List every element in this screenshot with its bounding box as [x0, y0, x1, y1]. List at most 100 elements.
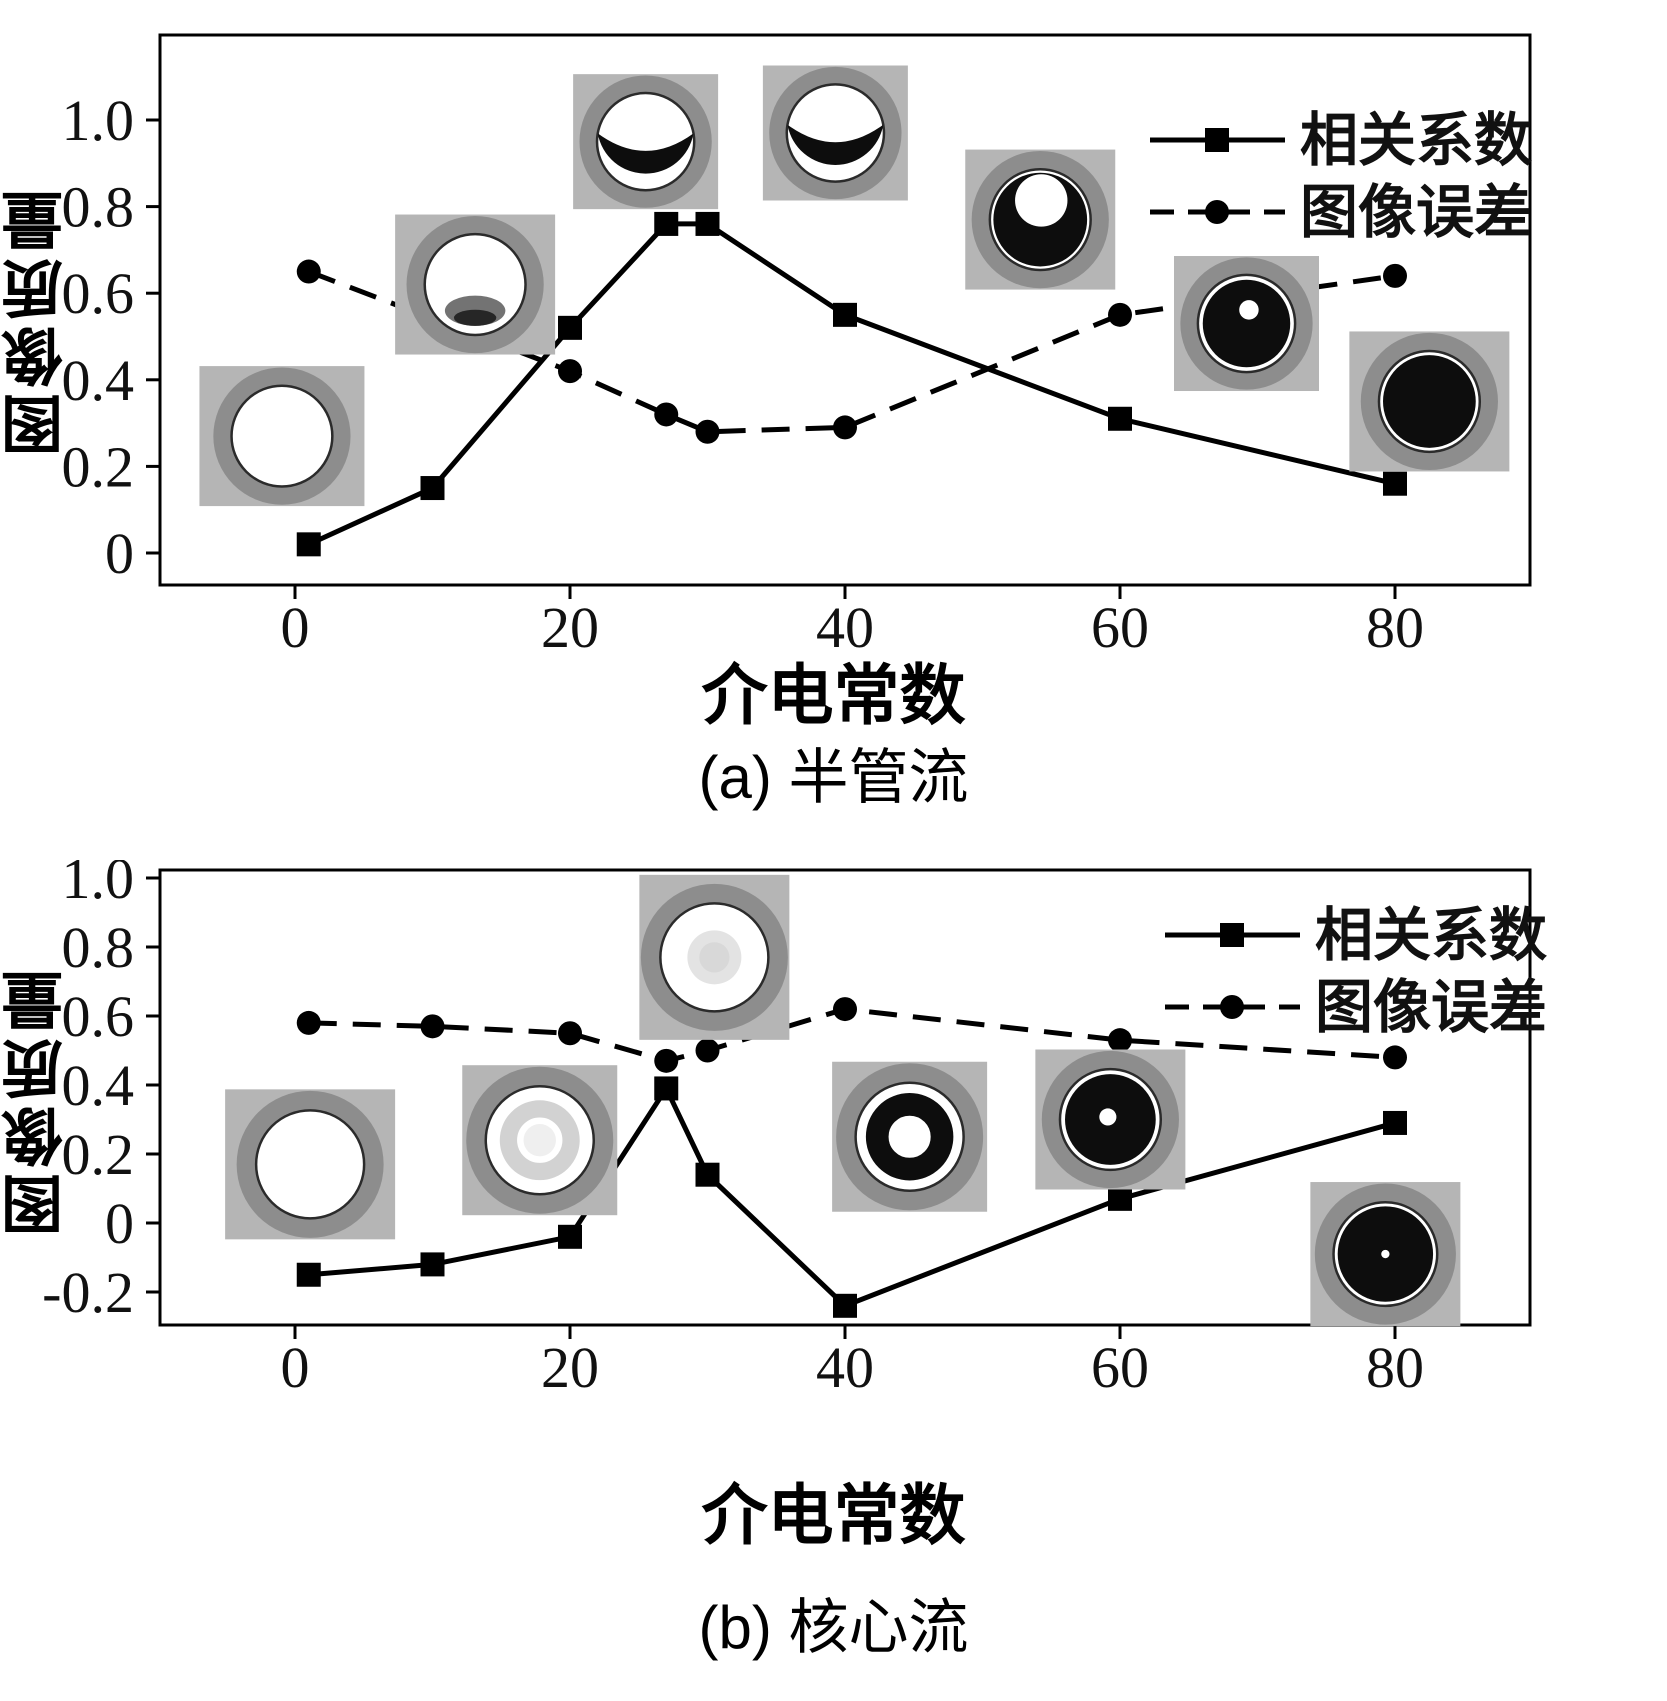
x-tick-label: 40 [816, 595, 874, 655]
legend-item: 图像误差 [1165, 975, 1547, 1040]
circle-marker [1383, 1045, 1407, 1070]
series-correlation-coefficient [296, 211, 1407, 557]
legend-label: 相关系数 [1300, 108, 1532, 173]
inset-image-full-dark [1349, 331, 1510, 472]
circle-marker [833, 415, 857, 440]
y-tick-label: 0.8 [62, 915, 135, 980]
x-tick-label: 60 [1091, 595, 1149, 655]
legend-square-marker [1220, 923, 1244, 947]
chart-a: 图像质量 0 20 40 60 80 0 0.2 0.4 0.6 0.8 1.0 相关系数图像误差 介… [0, 0, 1667, 820]
square-marker [695, 1162, 720, 1187]
inset-image-bottom-half [573, 74, 719, 210]
y-tick-label: 0.2 [62, 434, 135, 499]
circle-marker [695, 1038, 720, 1063]
square-marker [833, 1293, 857, 1318]
square-marker [558, 1224, 582, 1249]
x-axis-label-b: 介电常数 [701, 1478, 966, 1552]
x-tick-label: 80 [1366, 595, 1424, 655]
legend-circle-marker [1205, 200, 1229, 224]
x-axis: 0 20 40 60 80 [281, 1325, 1424, 1400]
y-tick-label: 0 [105, 521, 134, 586]
inset-image-bottom-blob [395, 214, 556, 355]
inset-image-dark-top-bubble [965, 149, 1116, 290]
series-image-error [296, 259, 1407, 444]
circle-marker [654, 402, 679, 427]
square-marker [654, 1076, 679, 1101]
y-tick-label: 0.4 [62, 1053, 135, 1118]
inset-image-bottom-half [762, 65, 908, 201]
square-marker [558, 315, 582, 340]
y-tick-label: 1.0 [62, 860, 135, 911]
circle-marker [1108, 302, 1132, 327]
x-tick-label: 0 [281, 595, 310, 655]
x-axis-label-a: 介电常数 [701, 658, 966, 732]
x-tick-label: 60 [1091, 1335, 1149, 1400]
legend-item: 相关系数 [1165, 903, 1547, 968]
y-tick-label: 1.0 [62, 88, 135, 153]
chart-b: 图像质量 0 20 40 60 80 -0.2 0 0.2 0.4 0.6 0.8 1.0 相关系数 图像… [0, 860, 1667, 1670]
square-marker [833, 302, 857, 327]
x-tick-label: 80 [1366, 1335, 1424, 1400]
caption-b: (b) 核心流 [698, 1594, 969, 1661]
x-tick-label: 20 [541, 1335, 599, 1400]
inset-image-ghost-ring [462, 1065, 618, 1216]
inset-image-empty-pipe [199, 366, 365, 507]
x-tick-label: 0 [281, 1335, 310, 1400]
y-axis-label-b: 图像质量 [4, 964, 73, 1236]
caption-a: (a) 半管流 [698, 744, 969, 811]
y-tick-label: 0.6 [62, 261, 135, 326]
inset-image-dark-center-dot [1035, 1049, 1186, 1190]
inset-image-empty-pipe [225, 1089, 396, 1240]
x-axis: 0 20 40 60 80 [281, 585, 1424, 655]
circle-marker [1108, 1028, 1132, 1053]
x-tick-label: 20 [541, 595, 599, 655]
y-tick-label: 0.8 [62, 175, 135, 240]
legend-square-marker [1205, 128, 1229, 152]
circle-marker [420, 1014, 445, 1039]
y-tick-label: 0 [105, 1191, 134, 1256]
x-tick-label: 40 [816, 1335, 874, 1400]
square-marker [296, 532, 321, 557]
circle-marker [558, 1021, 582, 1046]
inset-image-dark-tiny-dot [1310, 1182, 1461, 1327]
square-marker [695, 211, 720, 236]
inset-image-faint-center [639, 874, 790, 1040]
legend-item: 图像误差 [1150, 180, 1532, 245]
legend-label: 相关系数 [1315, 903, 1547, 968]
legend-label: 图像误差 [1300, 180, 1532, 245]
square-marker [654, 211, 679, 236]
square-marker [420, 476, 445, 501]
circle-marker [1383, 263, 1407, 288]
circle-marker [695, 419, 720, 444]
square-marker [1383, 1110, 1407, 1135]
circle-marker [654, 1048, 679, 1073]
square-marker [296, 1262, 321, 1287]
square-marker [1108, 406, 1132, 431]
square-marker [1383, 471, 1407, 496]
y-tick-label: -0.2 [42, 1260, 134, 1325]
y-axis: -0.200.20.40.60.81.0 [42, 860, 160, 1325]
y-axis-label-a: 图像质量 [4, 184, 73, 456]
circle-marker [558, 359, 582, 384]
y-axis: 0 0.2 0.4 0.6 0.8 1.0 [62, 88, 160, 586]
inset-image-dark-spot [1174, 256, 1319, 392]
legend-circle-marker [1220, 995, 1244, 1019]
circle-marker [296, 1010, 321, 1035]
square-marker [420, 1252, 445, 1277]
y-tick-label: 0.2 [62, 1122, 135, 1187]
y-tick-label: 0.6 [62, 984, 135, 1049]
circle-marker [833, 997, 857, 1022]
legend-item: 相关系数 [1150, 108, 1532, 173]
y-tick-label: 0.4 [62, 348, 135, 413]
series-correlation-coefficient [296, 1076, 1407, 1318]
legend-label: 图像误差 [1315, 975, 1547, 1040]
square-marker [1108, 1186, 1132, 1211]
circle-marker [296, 259, 321, 284]
series-image-error [296, 997, 1407, 1073]
inset-image-dark-ring [832, 1061, 988, 1212]
